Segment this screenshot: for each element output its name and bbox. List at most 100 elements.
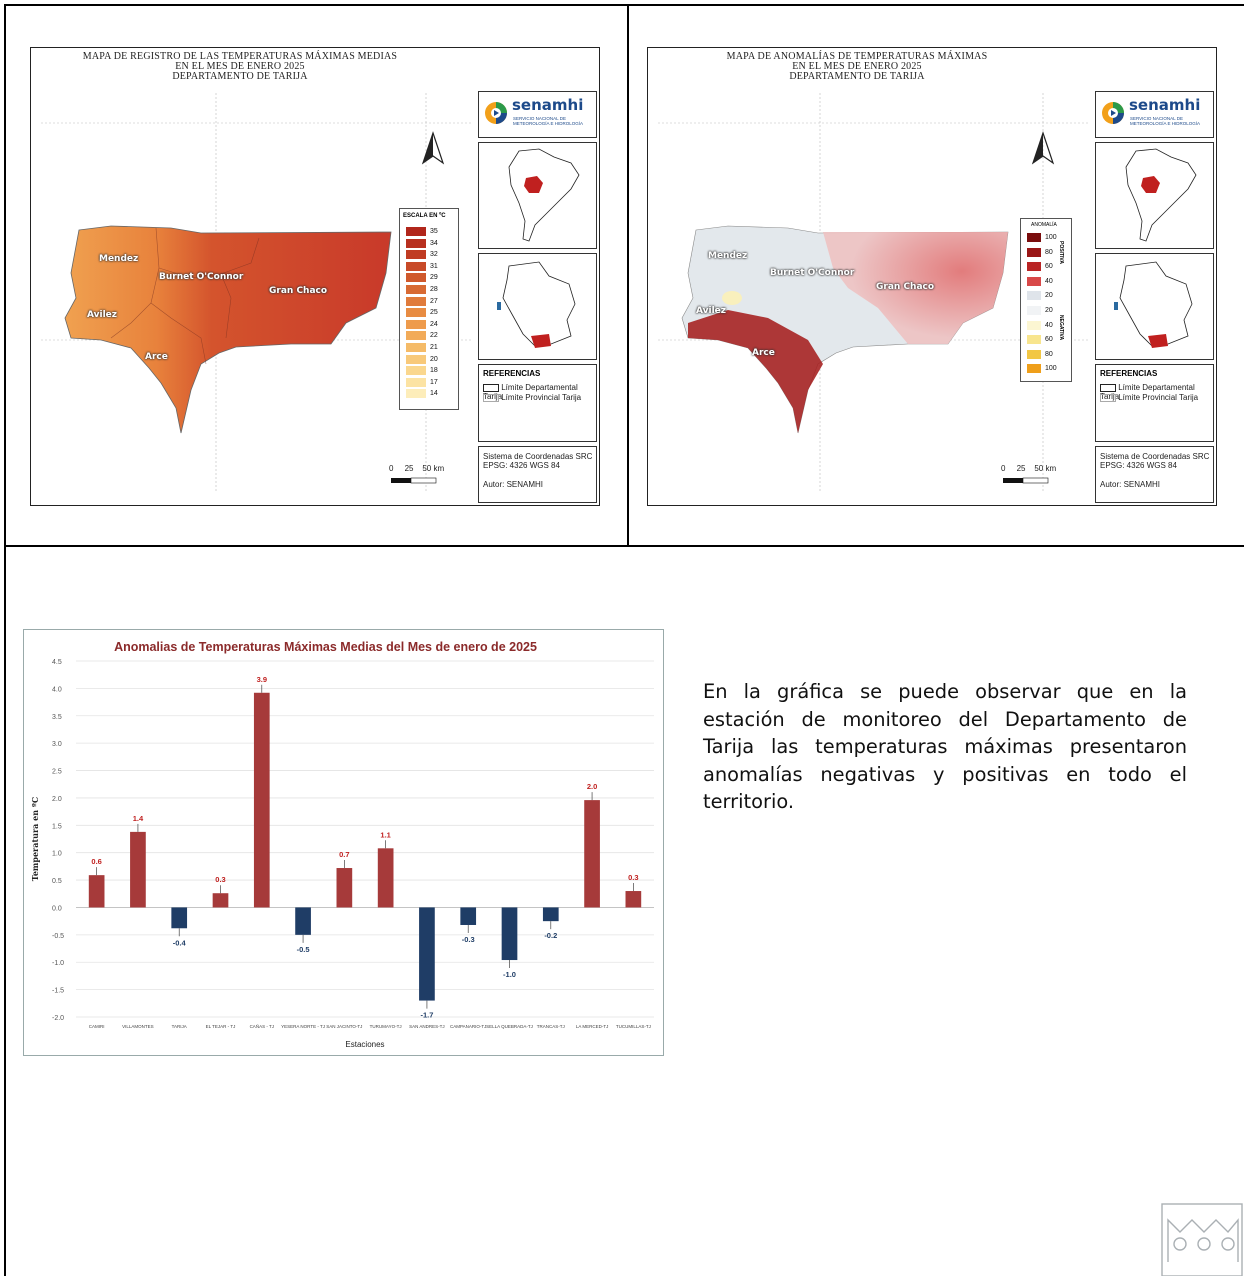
legend-label: 31 [430,262,438,270]
legend-swatch [406,285,426,294]
legend-label: 28 [430,286,438,293]
legend-title: ANOMALÍA [1031,222,1057,228]
data-label: 0.3 [215,875,225,884]
legend-item: 14 [406,389,438,399]
legend-label: 60 [1045,336,1053,344]
y-tick-label: 1.5 [52,823,62,830]
province-label-mendez: Mendez [99,254,139,264]
legend-label: 100 [1045,234,1057,241]
legend-label: 27 [430,297,438,305]
bar [295,907,311,935]
y-tick-label: -2.0 [52,1015,64,1022]
anomaly-legend: ANOMALÍA POSITIVA NEGATIVA 100 80 60 40 20 20… [1020,218,1072,382]
south-america-icon [1125,148,1197,242]
legend-swatch [406,250,426,260]
y-tick-label: 3.0 [52,741,62,748]
y-tick-label: 4.5 [52,659,62,666]
legend-item: 18 [406,366,438,376]
coordinates-panel: Sistema de Coordenadas SRC EPSG: 4326 WG… [1095,446,1214,503]
legend-swatch [406,343,426,352]
legend-label: 25 [430,309,438,317]
legend-label: 80 [1045,248,1053,256]
map-title: MAPA DE ANOMALÍAS DE TEMPERATURAS MÁXIMA… [726,51,988,82]
province-label-avilez: Avilez [696,306,727,316]
legend-label: 20 [1045,292,1053,300]
reference-province-label: Límite Provincial Tarija [501,393,582,402]
y-tick-label: -1.0 [52,960,64,967]
x-tick-label: SAN ANDRES-TJ [409,1024,445,1029]
legend-item: 60 [1027,262,1053,272]
province-label-arce: Arce [752,348,775,358]
north-arrow [1031,131,1055,165]
y-tick-label: -1.5 [52,988,64,995]
anomaly-strong-south [688,310,823,433]
temperature-legend: ESCALA EN ºC 35 34 32 31 29 28 27 25 24 22 21 20 18 1… [399,208,459,410]
reference-province-row: Límite Provincial Tarija [1100,393,1198,402]
legend-swatch [406,366,426,376]
data-label: -0.4 [173,938,187,947]
legend-swatch [406,273,426,283]
x-tick-label: TARIJA [172,1024,187,1029]
legend-swatch [1027,364,1041,374]
scale-label: 0 25 50 km [1001,464,1057,473]
legend-swatch [1027,247,1041,257]
x-tick-label: TRANCAS-TJ [537,1024,565,1029]
legend-label: 35 [430,228,438,235]
table-border-left [4,4,6,1276]
anomaly-cool-spot [722,291,742,305]
province-label-gran-chaco: Gran Chaco [269,286,328,296]
bolivia-icon [497,261,576,348]
map-canvas [41,93,471,493]
legend-item: 20 [1027,291,1053,301]
legend-swatch [406,261,426,271]
author-label: Autor: SENAMHI [483,480,544,489]
legend-item: 100 [1027,233,1057,243]
south-america-icon [508,148,580,242]
legend-swatch [406,389,426,399]
legend-item: 25 [406,308,438,318]
x-tick-label: TURUMAYO-TJ [370,1024,402,1029]
legend-label: 60 [1045,263,1053,271]
legend-label: 20 [430,355,438,363]
coord-line-2: EPSG: 4326 WGS 84 [1100,461,1177,470]
reference-province-label: Límite Provincial Tarija [1118,393,1199,402]
bar [171,907,188,929]
brand-name: senamhi [1129,96,1201,114]
legend-swatch [1027,276,1041,286]
reference-department-label: Límite Departamental Tarija [1100,383,1195,401]
legend-swatch [406,308,426,318]
north-arrow [421,131,445,165]
legend-label: 18 [430,367,438,375]
map-title: MAPA DE REGISTRO DE LAS TEMPERATURAS MÁX… [82,51,398,82]
y-tick-label: 2.5 [52,769,62,776]
data-label: -1.7 [420,1011,433,1020]
chart-svg: Anomalias de Temperaturas Máximas Medias… [30,640,654,1049]
legend-item: 34 [406,238,438,249]
scale-bar [391,477,437,484]
y-axis-label: Temperatura en ºC [30,797,40,881]
x-tick-label: CAMIRI [89,1024,105,1029]
south-america-locator [1095,142,1214,249]
legend-swatch [406,227,426,236]
reference-province-row: Límite Provincial Tarija [483,393,581,402]
legend-item: 22 [406,331,438,341]
references-title: REFERENCIAS [1100,369,1158,378]
map-canvas [658,93,1088,493]
anomaly-warm-east [823,232,1008,344]
legend-item: 80 [1027,247,1053,258]
data-label: -0.2 [544,931,557,940]
y-tick-label: -0.5 [52,933,64,940]
legend-item: 35 [406,227,438,237]
bar [130,831,146,908]
coord-line-1: Sistema de Coordenadas SRC [1100,452,1210,461]
legend-label: 20 [1045,307,1053,314]
x-tick-label: SELLA QUEBRADA-TJ [486,1024,533,1029]
legend-swatch [1027,320,1041,330]
legend-label: 24 [430,320,438,328]
table-border-middle [627,4,629,547]
data-label: 0.3 [628,873,638,882]
legend-item: 32 [406,250,438,260]
data-label: 3.9 [257,675,267,684]
brand-panel: senamhi Servicio Nacional de Meteorologí… [1095,91,1214,138]
bar [336,868,353,908]
